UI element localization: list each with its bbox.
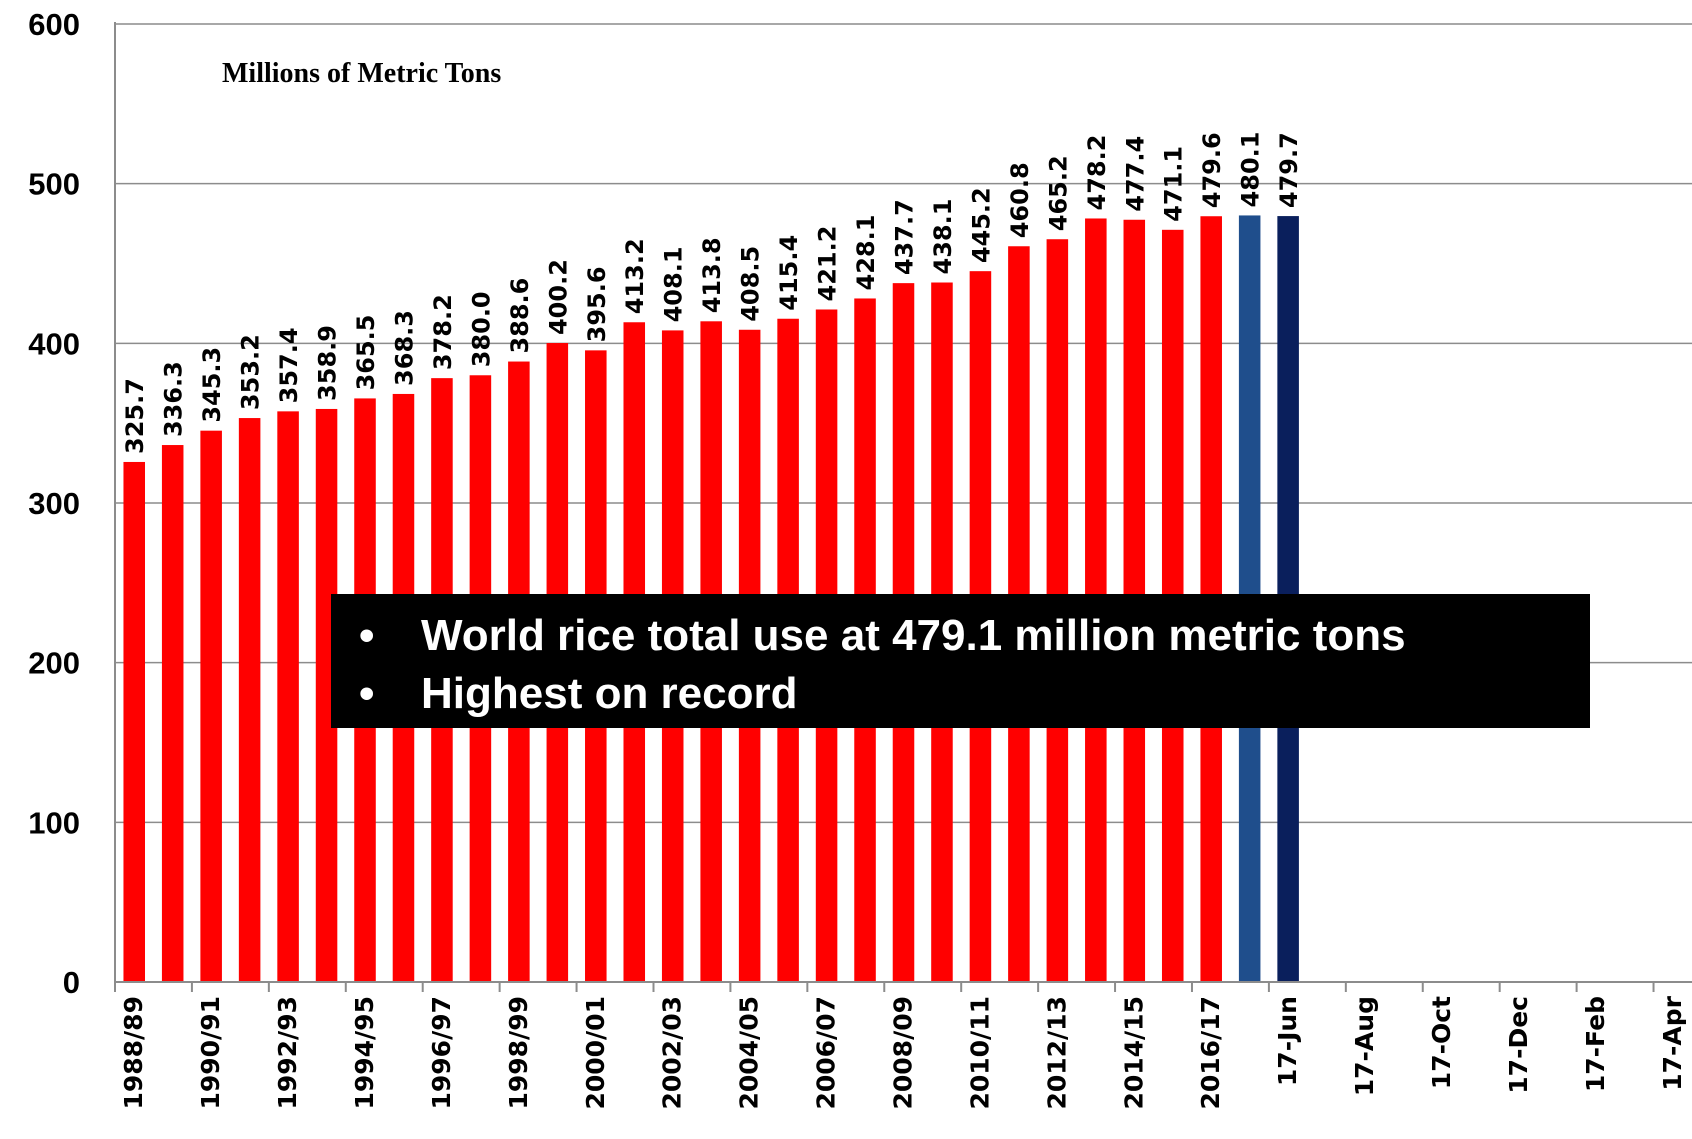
data-label: 408.5	[737, 246, 765, 322]
y-tick-label: 0	[63, 965, 80, 1000]
x-tick-label: 2016/17	[1196, 996, 1225, 1110]
y-tick-label: 100	[28, 805, 80, 840]
data-label: 395.6	[583, 266, 611, 342]
data-label: 421.2	[814, 226, 842, 302]
callout-text-2: Highest on record	[421, 669, 798, 718]
y-tick-label: 600	[28, 7, 80, 42]
x-tick-label: 17-Dec	[1504, 996, 1533, 1094]
data-label: 357.4	[275, 327, 303, 403]
data-label: 437.7	[891, 199, 919, 275]
bar	[277, 411, 299, 982]
data-label: 479.6	[1198, 132, 1226, 208]
data-label: 378.2	[429, 294, 457, 370]
data-label: 380.0	[467, 291, 495, 367]
bar	[238, 418, 261, 982]
data-label: 365.5	[352, 314, 380, 390]
x-tick-label: 2010/11	[965, 996, 994, 1110]
y-tick-label: 200	[28, 646, 80, 681]
x-tick-label: 1992/93	[273, 996, 302, 1110]
data-label: 413.2	[621, 238, 649, 314]
data-label: 336.3	[160, 361, 188, 437]
data-label: 413.8	[698, 237, 726, 313]
callout-text-1: World rice total use at 479.1 million me…	[421, 611, 1406, 660]
x-tick-label: 17-Aug	[1350, 996, 1379, 1096]
data-label: 438.1	[929, 199, 957, 275]
x-tick-label: 1988/89	[119, 996, 148, 1110]
x-tick-label: 2008/09	[889, 996, 918, 1110]
y-tick-label: 400	[28, 326, 80, 361]
data-label: 408.1	[660, 246, 688, 322]
axes	[114, 22, 1692, 992]
data-label: 477.4	[1121, 136, 1149, 212]
x-tick-label: 1998/99	[504, 996, 533, 1110]
data-label: 460.8	[1006, 162, 1034, 238]
data-label: 353.2	[237, 334, 265, 410]
bullet-glyph: •	[359, 611, 375, 660]
data-label: 465.2	[1044, 155, 1072, 231]
x-tick-label: 1996/97	[427, 996, 456, 1110]
x-tick-label: 2006/07	[812, 996, 841, 1110]
data-label: 480.1	[1237, 132, 1265, 208]
unit-label: Millions of Metric Tons	[222, 58, 501, 89]
bar	[123, 461, 146, 982]
data-label: 471.1	[1160, 146, 1188, 222]
data-labels: 325.7 336.3 345.3 353.2 357.4 358.9 365.5 368.3…	[121, 132, 1303, 454]
callout-bullet-2: • Highest on record	[359, 665, 1590, 723]
x-tick-label: 17-Oct	[1427, 996, 1456, 1089]
data-label: 478.2	[1083, 135, 1111, 211]
x-tick-label: 17-Jun	[1273, 996, 1302, 1086]
x-tick-label: 17-Apr	[1658, 995, 1687, 1090]
data-label: 388.6	[506, 278, 534, 354]
bar	[161, 445, 184, 982]
data-label: 368.3	[390, 310, 418, 386]
data-label: 400.2	[544, 259, 572, 335]
y-tick-labels: 0 100 200 300 400 500 600	[28, 7, 80, 1000]
bar	[200, 430, 222, 982]
callout-box: • World rice total use at 479.1 million m…	[331, 594, 1590, 728]
x-tick-label: 2000/01	[581, 996, 610, 1110]
bullet-glyph: •	[359, 669, 375, 718]
x-tick-label: 17-Feb	[1581, 996, 1610, 1092]
x-tick-label: 1990/91	[196, 996, 225, 1110]
data-label: 445.2	[967, 187, 995, 263]
x-tick-label: 2014/15	[1119, 996, 1148, 1110]
data-label: 428.1	[852, 215, 880, 291]
y-tick-label: 500	[28, 167, 80, 202]
data-label: 479.7	[1275, 132, 1303, 208]
x-tick-label: 1994/95	[350, 996, 379, 1110]
bar	[315, 408, 338, 983]
data-label: 358.9	[314, 325, 342, 401]
data-label: 345.3	[198, 347, 226, 423]
y-tick-label: 300	[28, 486, 80, 521]
callout-bullet-1: • World rice total use at 479.1 million m…	[359, 607, 1590, 665]
x-tick-labels: 1988/89 1990/91 1992/93 1994/95 1996/97 1998/…	[119, 995, 1687, 1109]
x-tick-label: 2012/13	[1042, 996, 1071, 1110]
x-tick-label: 2002/03	[658, 996, 687, 1110]
data-label: 415.4	[775, 235, 803, 311]
x-tick-label: 2004/05	[735, 996, 764, 1110]
data-label: 325.7	[121, 378, 149, 454]
